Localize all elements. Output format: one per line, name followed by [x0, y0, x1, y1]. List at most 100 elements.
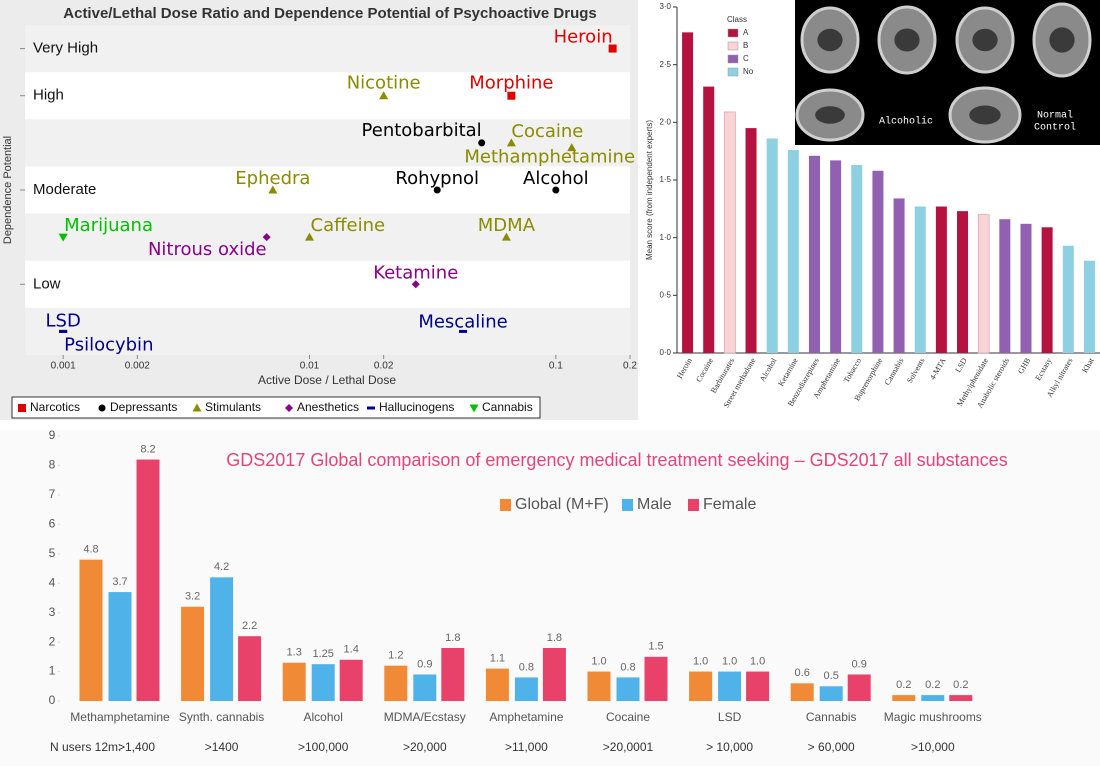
- y-tick-label: 3·0: [659, 2, 671, 11]
- legend-label: No: [743, 67, 754, 76]
- x-tick-label: 0.2: [623, 361, 637, 372]
- bar: [830, 160, 842, 353]
- n-users: >11,000: [505, 740, 548, 754]
- point: [478, 139, 486, 147]
- bar: [413, 674, 437, 701]
- value-label: 3.2: [185, 591, 200, 603]
- bar: [914, 206, 926, 353]
- bar: [703, 86, 715, 353]
- bar: [847, 674, 871, 701]
- point-label: Rohypnol: [395, 168, 479, 189]
- y-tick-label: 0: [49, 693, 56, 707]
- legend-swatch: [727, 54, 739, 64]
- bar: [339, 659, 363, 701]
- x-tick-label: Alcohol: [304, 710, 343, 724]
- legend-label: Narcotics: [30, 400, 80, 414]
- y-tick-label: 8: [49, 458, 56, 472]
- x-tick-label: LSD: [718, 710, 742, 724]
- point: [506, 138, 516, 147]
- legend-label: B: [743, 41, 748, 50]
- bar: [485, 668, 509, 701]
- legend-label: A: [743, 28, 749, 37]
- legend-label: Stimulants: [205, 400, 261, 414]
- y-tick-label: High: [33, 87, 64, 104]
- x-tick-label: Methamphetamine: [70, 710, 170, 724]
- point-label: Ketamine: [373, 262, 458, 283]
- bar: [644, 656, 668, 701]
- bar: [872, 170, 884, 353]
- value-label: 1.5: [648, 641, 663, 653]
- bar: [977, 214, 990, 354]
- x-tick-label: Synth. cannabis: [179, 710, 264, 724]
- legend-swatch: [367, 406, 375, 410]
- y-tick-label: 1·0: [659, 233, 671, 242]
- legend-swatch: [285, 404, 293, 412]
- point-label: Alcohol: [523, 168, 589, 189]
- legend-swatch: [500, 499, 511, 511]
- legend-swatch: [727, 28, 739, 38]
- y-tick-label: 5: [49, 546, 56, 560]
- bar: [819, 686, 843, 701]
- bar: [1083, 260, 1095, 353]
- bar: [441, 648, 465, 701]
- y-tick-label: 9: [49, 428, 56, 442]
- value-label: 1.0: [750, 655, 765, 667]
- point-label: Marijuana: [64, 215, 153, 236]
- x-tick-label: 0.02: [374, 361, 394, 372]
- x-tick-label: Alcohol: [758, 356, 779, 384]
- legend-label: Male: [637, 496, 672, 513]
- value-label: 2.2: [242, 620, 257, 632]
- bar: [181, 606, 205, 701]
- x-tick-label: 0.01: [300, 361, 320, 372]
- bar: [587, 671, 611, 701]
- brain-detail: [817, 28, 843, 52]
- legend-label: Female: [703, 496, 756, 513]
- legend-label: Global (M+F): [515, 496, 609, 513]
- point: [262, 233, 271, 242]
- value-label: 1.3: [287, 647, 302, 659]
- x-tick-label: Tobacco: [842, 356, 863, 384]
- x-tick-label: Magic mushrooms: [884, 710, 982, 724]
- bar: [957, 211, 969, 353]
- x-tick-label: Khat: [1080, 356, 1096, 375]
- bar: [210, 577, 234, 701]
- n-users: >1400: [205, 740, 239, 754]
- brain-detail: [1049, 27, 1075, 53]
- value-label: 0.6: [795, 667, 810, 679]
- y-axis-label: Mean score (from independent experts): [645, 120, 654, 260]
- bar: [746, 671, 770, 701]
- value-label: 1.4: [344, 644, 359, 656]
- value-label: 8.2: [140, 443, 155, 455]
- n-users: >20,0001: [603, 740, 654, 754]
- bar: [892, 695, 916, 701]
- legend-swatch: [469, 404, 479, 413]
- x-tick-label: 0.001: [51, 361, 76, 372]
- n-users: >10,000: [911, 740, 955, 754]
- bar: [999, 219, 1011, 353]
- x-tick-label: 0.1: [549, 361, 563, 372]
- band-stripe: [25, 307, 630, 355]
- legend-box: [11, 396, 541, 419]
- value-label: 0.2: [896, 679, 911, 691]
- bar: [745, 128, 757, 353]
- legend-label: Anesthetics: [297, 400, 359, 414]
- brain-detail: [972, 28, 998, 52]
- point: [379, 91, 389, 100]
- value-label: 0.9: [852, 658, 867, 670]
- y-tick-label: 6: [49, 517, 56, 531]
- x-tick-label: Heroin: [675, 356, 694, 380]
- point: [268, 185, 278, 194]
- y-tick-label: Very High: [33, 40, 98, 57]
- point: [552, 186, 560, 194]
- y-tick-label: 3: [49, 605, 56, 619]
- y-tick-label: 1·5: [659, 175, 671, 184]
- value-label: 0.8: [519, 661, 534, 673]
- value-label: 0.8: [620, 661, 635, 673]
- point-label: Nicotine: [347, 73, 421, 94]
- bar: [766, 138, 778, 353]
- legend-title: Class: [727, 15, 747, 24]
- point-label: Cocaine: [511, 121, 583, 142]
- point-label: MDMA: [478, 215, 536, 236]
- x-tick-label: GHB: [1016, 356, 1032, 375]
- bar: [790, 683, 814, 701]
